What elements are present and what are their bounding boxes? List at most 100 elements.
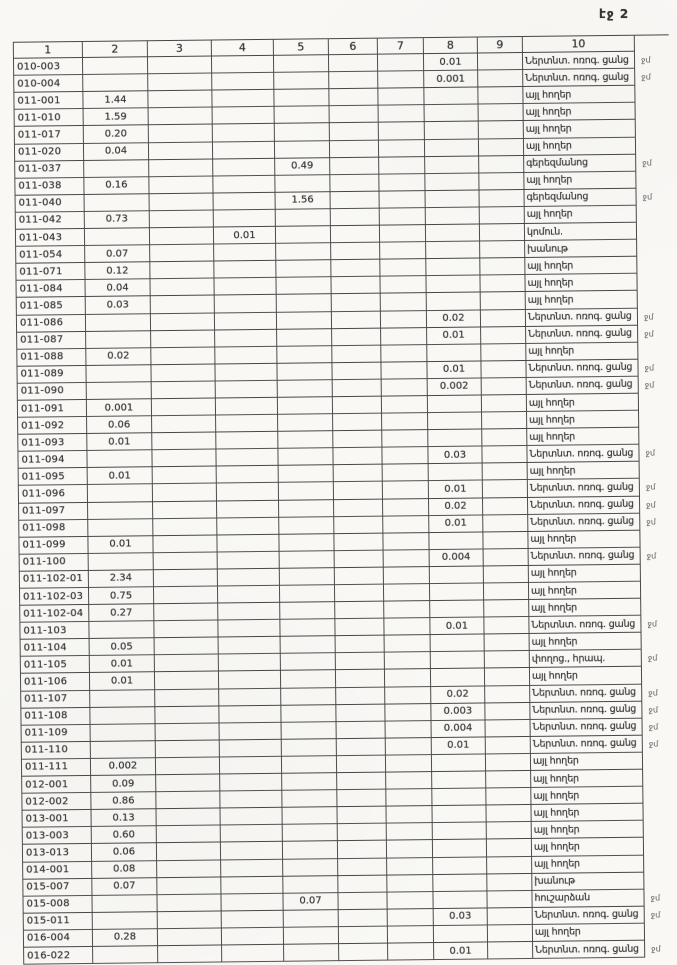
cell-col4	[220, 876, 283, 895]
margin-note	[644, 872, 677, 889]
margin-note	[635, 86, 669, 103]
cell-col9	[477, 104, 523, 122]
cell-col5	[273, 140, 330, 159]
cell-col4	[212, 158, 275, 177]
cell-col2: 0.73	[83, 211, 149, 230]
cell-landuse: այլ հողեր	[531, 855, 645, 874]
cell-code: 010-003	[12, 58, 83, 76]
cell-col7	[384, 755, 432, 773]
cell-col6	[333, 584, 384, 603]
cell-col9	[480, 343, 526, 362]
cell-col7	[380, 361, 427, 380]
cell-col3	[155, 825, 220, 844]
cell-col2: 0.12	[84, 262, 150, 281]
cell-col5	[282, 927, 339, 945]
cell-code: 011-017	[13, 126, 83, 145]
cell-landuse: Ներտնտ. ոռոգ. ցանց	[529, 684, 643, 703]
cell-landuse: այլ հողեր	[525, 342, 639, 361]
cell-col5	[276, 380, 332, 398]
cell-code: 011-088	[16, 348, 86, 367]
cell-col7	[378, 190, 425, 209]
cell-landuse: գերեզմանոց	[523, 154, 637, 173]
cell-landuse: այլ հողեր	[524, 274, 638, 293]
cell-col2: 0.03	[84, 296, 150, 315]
cell-col2: 0.16	[83, 176, 149, 195]
cell-landuse: Ներտնտ. ոռոգ. ցանց	[525, 359, 639, 378]
margin-note	[643, 786, 677, 803]
margin-note	[643, 752, 677, 769]
margin-note: ջմ	[645, 482, 656, 493]
cell-col6	[331, 379, 381, 398]
cell-col5	[277, 465, 333, 484]
margin-note: ջմ	[644, 380, 655, 390]
cell-col5	[273, 123, 329, 142]
cell-col7	[384, 720, 431, 739]
cell-col6	[335, 738, 385, 757]
cell-col8	[426, 395, 482, 414]
cell-col3	[148, 176, 213, 195]
cell-col2: 0.06	[86, 416, 152, 435]
margin-note: ջմ	[646, 500, 656, 510]
cell-landuse: Ներտնտ. ոռոգ. ցանց	[528, 615, 642, 635]
cell-col5	[273, 72, 329, 91]
margin-note: ջմ	[651, 944, 661, 954]
cell-col6	[337, 926, 388, 945]
cell-col9	[478, 224, 525, 242]
margin-note: ջմ	[646, 551, 657, 561]
cell-code: 011-010	[13, 109, 83, 128]
cell-col7	[379, 293, 426, 312]
cell-col2: 0.08	[91, 860, 157, 879]
cell-landuse: Ներտնտ. ոռոգ. ցանց	[532, 940, 646, 960]
cell-col9	[480, 326, 526, 345]
cell-col2: 0.28	[91, 929, 158, 947]
cell-col2	[85, 330, 151, 349]
cell-col6	[334, 618, 384, 637]
margin-note	[638, 342, 672, 359]
cell-col4	[211, 141, 275, 160]
cell-col7	[383, 601, 430, 619]
cell-col8	[432, 856, 487, 875]
margin-note	[642, 667, 676, 684]
cell-landuse: խանութ	[531, 872, 645, 891]
cell-col5	[278, 533, 334, 552]
cell-col7	[385, 806, 432, 824]
cell-col2	[87, 518, 153, 537]
header-cell-7: 7	[376, 37, 423, 55]
cell-col4	[219, 842, 283, 860]
cell-col7	[381, 498, 429, 517]
cell-col8: 0.004	[428, 549, 483, 567]
cell-col8	[423, 139, 479, 157]
cell-col8	[431, 839, 487, 858]
cell-landuse: այլ հողեր	[530, 820, 644, 840]
cell-col3	[156, 911, 221, 930]
cell-col5	[276, 362, 332, 381]
cell-col9	[482, 565, 528, 584]
cell-col5	[280, 704, 336, 723]
cell-col8: 0.001	[423, 70, 478, 89]
cell-landuse: Ներտնտ. ոռոգ. ցանց	[527, 547, 641, 566]
cell-col9	[483, 668, 530, 687]
cell-col4	[211, 90, 274, 108]
cell-col9	[478, 206, 524, 225]
cell-col2	[91, 911, 157, 930]
header-cell-1: 1	[12, 40, 82, 59]
cell-col2	[86, 450, 152, 469]
cell-col2: 1.44	[82, 91, 148, 110]
cell-col4	[219, 773, 282, 792]
cell-col4	[212, 192, 275, 211]
cell-code: 011-001	[13, 92, 83, 111]
cell-landuse: Ներտնտ. ոռոգ. ցանց	[529, 735, 643, 754]
cell-col2	[89, 689, 155, 708]
cell-col7	[381, 430, 428, 448]
cell-col2	[85, 365, 151, 383]
cell-col5	[274, 226, 331, 244]
cell-col4: 0.01	[212, 226, 276, 245]
margin-note	[639, 410, 673, 427]
margin-note: ջմ	[650, 910, 661, 920]
cell-col3	[148, 210, 213, 229]
cell-col3	[147, 142, 213, 160]
cell-col9	[485, 770, 531, 789]
cell-col5	[275, 311, 332, 330]
cell-col9	[482, 514, 528, 533]
cell-col9	[477, 138, 524, 157]
